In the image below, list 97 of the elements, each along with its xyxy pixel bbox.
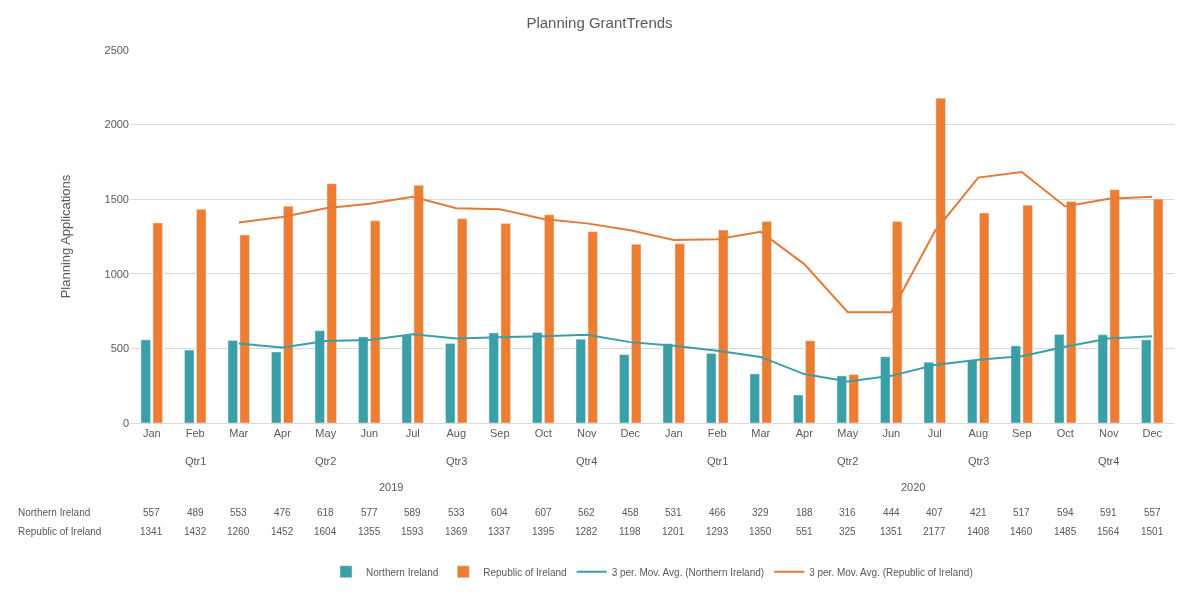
line-series: [237, 171, 1154, 314]
data-label: 466: [709, 507, 727, 518]
data-label: 1351: [880, 526, 903, 537]
data-label: 594: [1057, 507, 1075, 518]
data-label: 604: [491, 507, 509, 518]
data-label: 1432: [184, 526, 207, 537]
text: Qtr2: [837, 455, 859, 467]
data-label: 1260: [227, 526, 250, 537]
data-label: 607: [535, 507, 553, 518]
text: 2020: [901, 481, 926, 493]
legend-label: 3 per. Mov. Avg. (Republic of Ireland): [809, 566, 973, 578]
data-label: 325: [839, 526, 857, 537]
data-label: 557: [1144, 507, 1162, 518]
y-tick-label: 500: [110, 342, 129, 355]
x-tick-label: Dec: [620, 427, 641, 440]
data-label: 1604: [314, 526, 337, 537]
data-label: 407: [926, 507, 944, 518]
text: Qtr2: [315, 455, 337, 467]
x-tick-label: May: [837, 427, 859, 440]
text: Qtr3: [968, 455, 990, 467]
data-label: 1564: [1097, 526, 1120, 537]
text: Qtr4: [576, 455, 598, 467]
x-tick-label: Jan: [664, 427, 683, 440]
data-label: 1293: [706, 526, 729, 537]
data-label: 329: [752, 507, 770, 518]
x-tick-label: Aug: [446, 427, 467, 440]
data-label: 316: [839, 507, 857, 518]
data-label: 1201: [662, 526, 685, 537]
data-label: 489: [187, 507, 205, 518]
data-label: 1452: [271, 526, 294, 537]
data-label: 551: [796, 526, 814, 537]
data-label: 1369: [445, 526, 468, 537]
x-tick-label: Oct: [1056, 427, 1074, 440]
data-label: 458: [622, 507, 640, 518]
x-tick-label: May: [315, 427, 337, 440]
data-label: 1350: [749, 526, 772, 537]
legend-label: Republic of Ireland: [483, 566, 567, 578]
y-tick-label: 1500: [104, 193, 129, 206]
y-tick-label: 0: [122, 416, 129, 429]
legend-label: 3 per. Mov. Avg. (Northern Ireland): [611, 566, 765, 578]
x-tick-label: Sep: [1011, 427, 1032, 440]
data-label: 476: [274, 507, 292, 518]
text: Qtr3: [446, 455, 468, 467]
data-label: 562: [578, 507, 596, 518]
y-axis-title: Planning Applications: [58, 174, 74, 299]
data-label: 1341: [140, 526, 163, 537]
data-label: 1355: [358, 526, 381, 537]
text: Qtr1: [185, 455, 207, 467]
legend-label: Northern Ireland: [366, 566, 439, 578]
y-tick-label: 2000: [104, 118, 129, 131]
data-label: 1501: [1141, 526, 1164, 537]
data-label: 589: [404, 507, 422, 518]
text: 2019: [379, 481, 404, 493]
x-tick-label: Mar: [229, 427, 249, 440]
x-tick-label: Dec: [1142, 427, 1163, 440]
data-label: 1337: [488, 526, 511, 537]
data-label: 618: [317, 507, 335, 518]
x-tick-label: Apr: [795, 427, 814, 440]
data-label: 517: [1013, 507, 1031, 518]
data-label: 1593: [401, 526, 424, 537]
x-tick-label: Mar: [751, 427, 771, 440]
text: Qtr1: [707, 455, 729, 467]
data-label: 577: [361, 507, 379, 518]
y-tick-label: 2500: [104, 43, 129, 56]
x-tick-label: Nov: [1098, 427, 1120, 440]
x-tick-label: Feb: [185, 427, 205, 440]
x-tick-label: Jun: [360, 427, 379, 440]
data-label: 557: [143, 507, 161, 518]
x-tick-label: Jan: [142, 427, 161, 440]
x-tick-label: Nov: [576, 427, 598, 440]
x-tick-label: Jul: [927, 427, 942, 440]
data-label: 444: [883, 507, 901, 518]
data-label: 1408: [967, 526, 990, 537]
x-tick-label: Aug: [968, 427, 989, 440]
x-tick-label: Oct: [534, 427, 552, 440]
x-tick-label: Sep: [489, 427, 510, 440]
x-tick-label: Jun: [882, 427, 901, 440]
data-label: 531: [665, 507, 683, 518]
chart-title: Planning GrantTrends: [526, 14, 673, 32]
data-label: 591: [1100, 507, 1118, 518]
data-label: 2177: [923, 526, 946, 537]
x-tick-label: Apr: [273, 427, 292, 440]
x-tick-label: Jul: [405, 427, 420, 440]
data-label: 421: [970, 507, 988, 518]
data-label: 533: [448, 507, 466, 518]
data-label: 1198: [619, 526, 641, 537]
text: Qtr4: [1098, 455, 1120, 467]
data-label: 1485: [1054, 526, 1077, 537]
text: Republic of Ireland: [18, 526, 102, 537]
y-tick-label: 1000: [104, 267, 129, 280]
data-label: 188: [796, 507, 814, 518]
data-label: 1282: [575, 526, 598, 537]
data-label: 553: [230, 507, 248, 518]
x-tick-label: Feb: [707, 427, 727, 440]
text: Northern Ireland: [18, 507, 91, 518]
data-label: 1460: [1010, 526, 1033, 537]
data-label: 1395: [532, 526, 555, 537]
